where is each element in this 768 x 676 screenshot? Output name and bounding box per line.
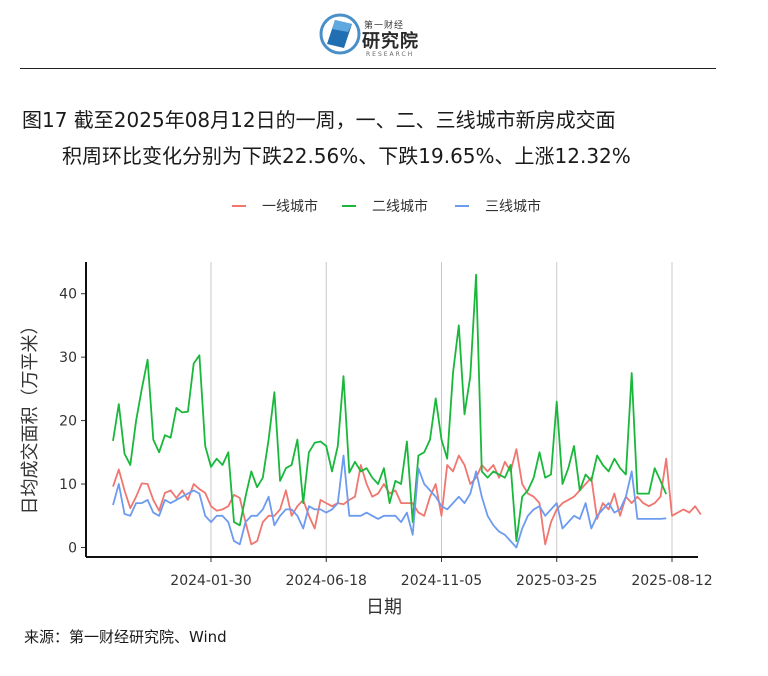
series-line-tier2 [112, 273, 668, 542]
logo-small-text: 第一财经 [364, 21, 405, 31]
logo: 第一财经 研究院 RESEARCH [318, 12, 428, 58]
legend: 一线城市 二线城市 三线城市 [232, 198, 541, 215]
axes: 2024-01-30 2024-06-18 2024-11-05 2025-03-25… [20, 262, 713, 618]
legend-label-tier1: 一线城市 [262, 198, 318, 215]
x-tick-label: 2025-08-12 [631, 573, 712, 589]
research-institute-logo-icon [319, 13, 361, 55]
y-tick-label: 0 [68, 540, 77, 556]
x-tick-label: 2025-03-25 [516, 573, 597, 589]
y-axis-label: 日均成交面积（万平米） [20, 317, 41, 515]
series-line-tier3 [112, 454, 667, 549]
y-tick-label: 40 [59, 287, 77, 303]
chart-title-line-2: 积周环比变化分别为下跌22.56%、下跌19.65%、上涨12.32% [62, 144, 631, 168]
x-axis-label: 日期 [366, 597, 402, 618]
source-note: 来源：第一财经研究院、Wind [24, 628, 227, 646]
legend-label-tier2: 二线城市 [372, 198, 428, 215]
x-tick-label: 2024-11-05 [401, 573, 482, 589]
x-tick-label: 2024-06-18 [286, 573, 367, 589]
header-divider [20, 68, 716, 69]
series-line-tier1 [112, 448, 702, 546]
x-tick-label: 2024-01-30 [170, 573, 251, 589]
logo-big-text: 研究院 [362, 31, 419, 52]
y-tick-label: 20 [59, 414, 77, 430]
y-tick-label: 10 [59, 477, 77, 493]
legend-label-tier3: 三线城市 [485, 198, 541, 215]
logo-english-text: RESEARCH [366, 51, 415, 58]
chart-title-line-1: 图17 截至2025年08月12日的一周，一、二、三线城市新房成交面 [22, 108, 616, 132]
series-lines [112, 273, 702, 549]
y-tick-label: 30 [59, 350, 77, 366]
